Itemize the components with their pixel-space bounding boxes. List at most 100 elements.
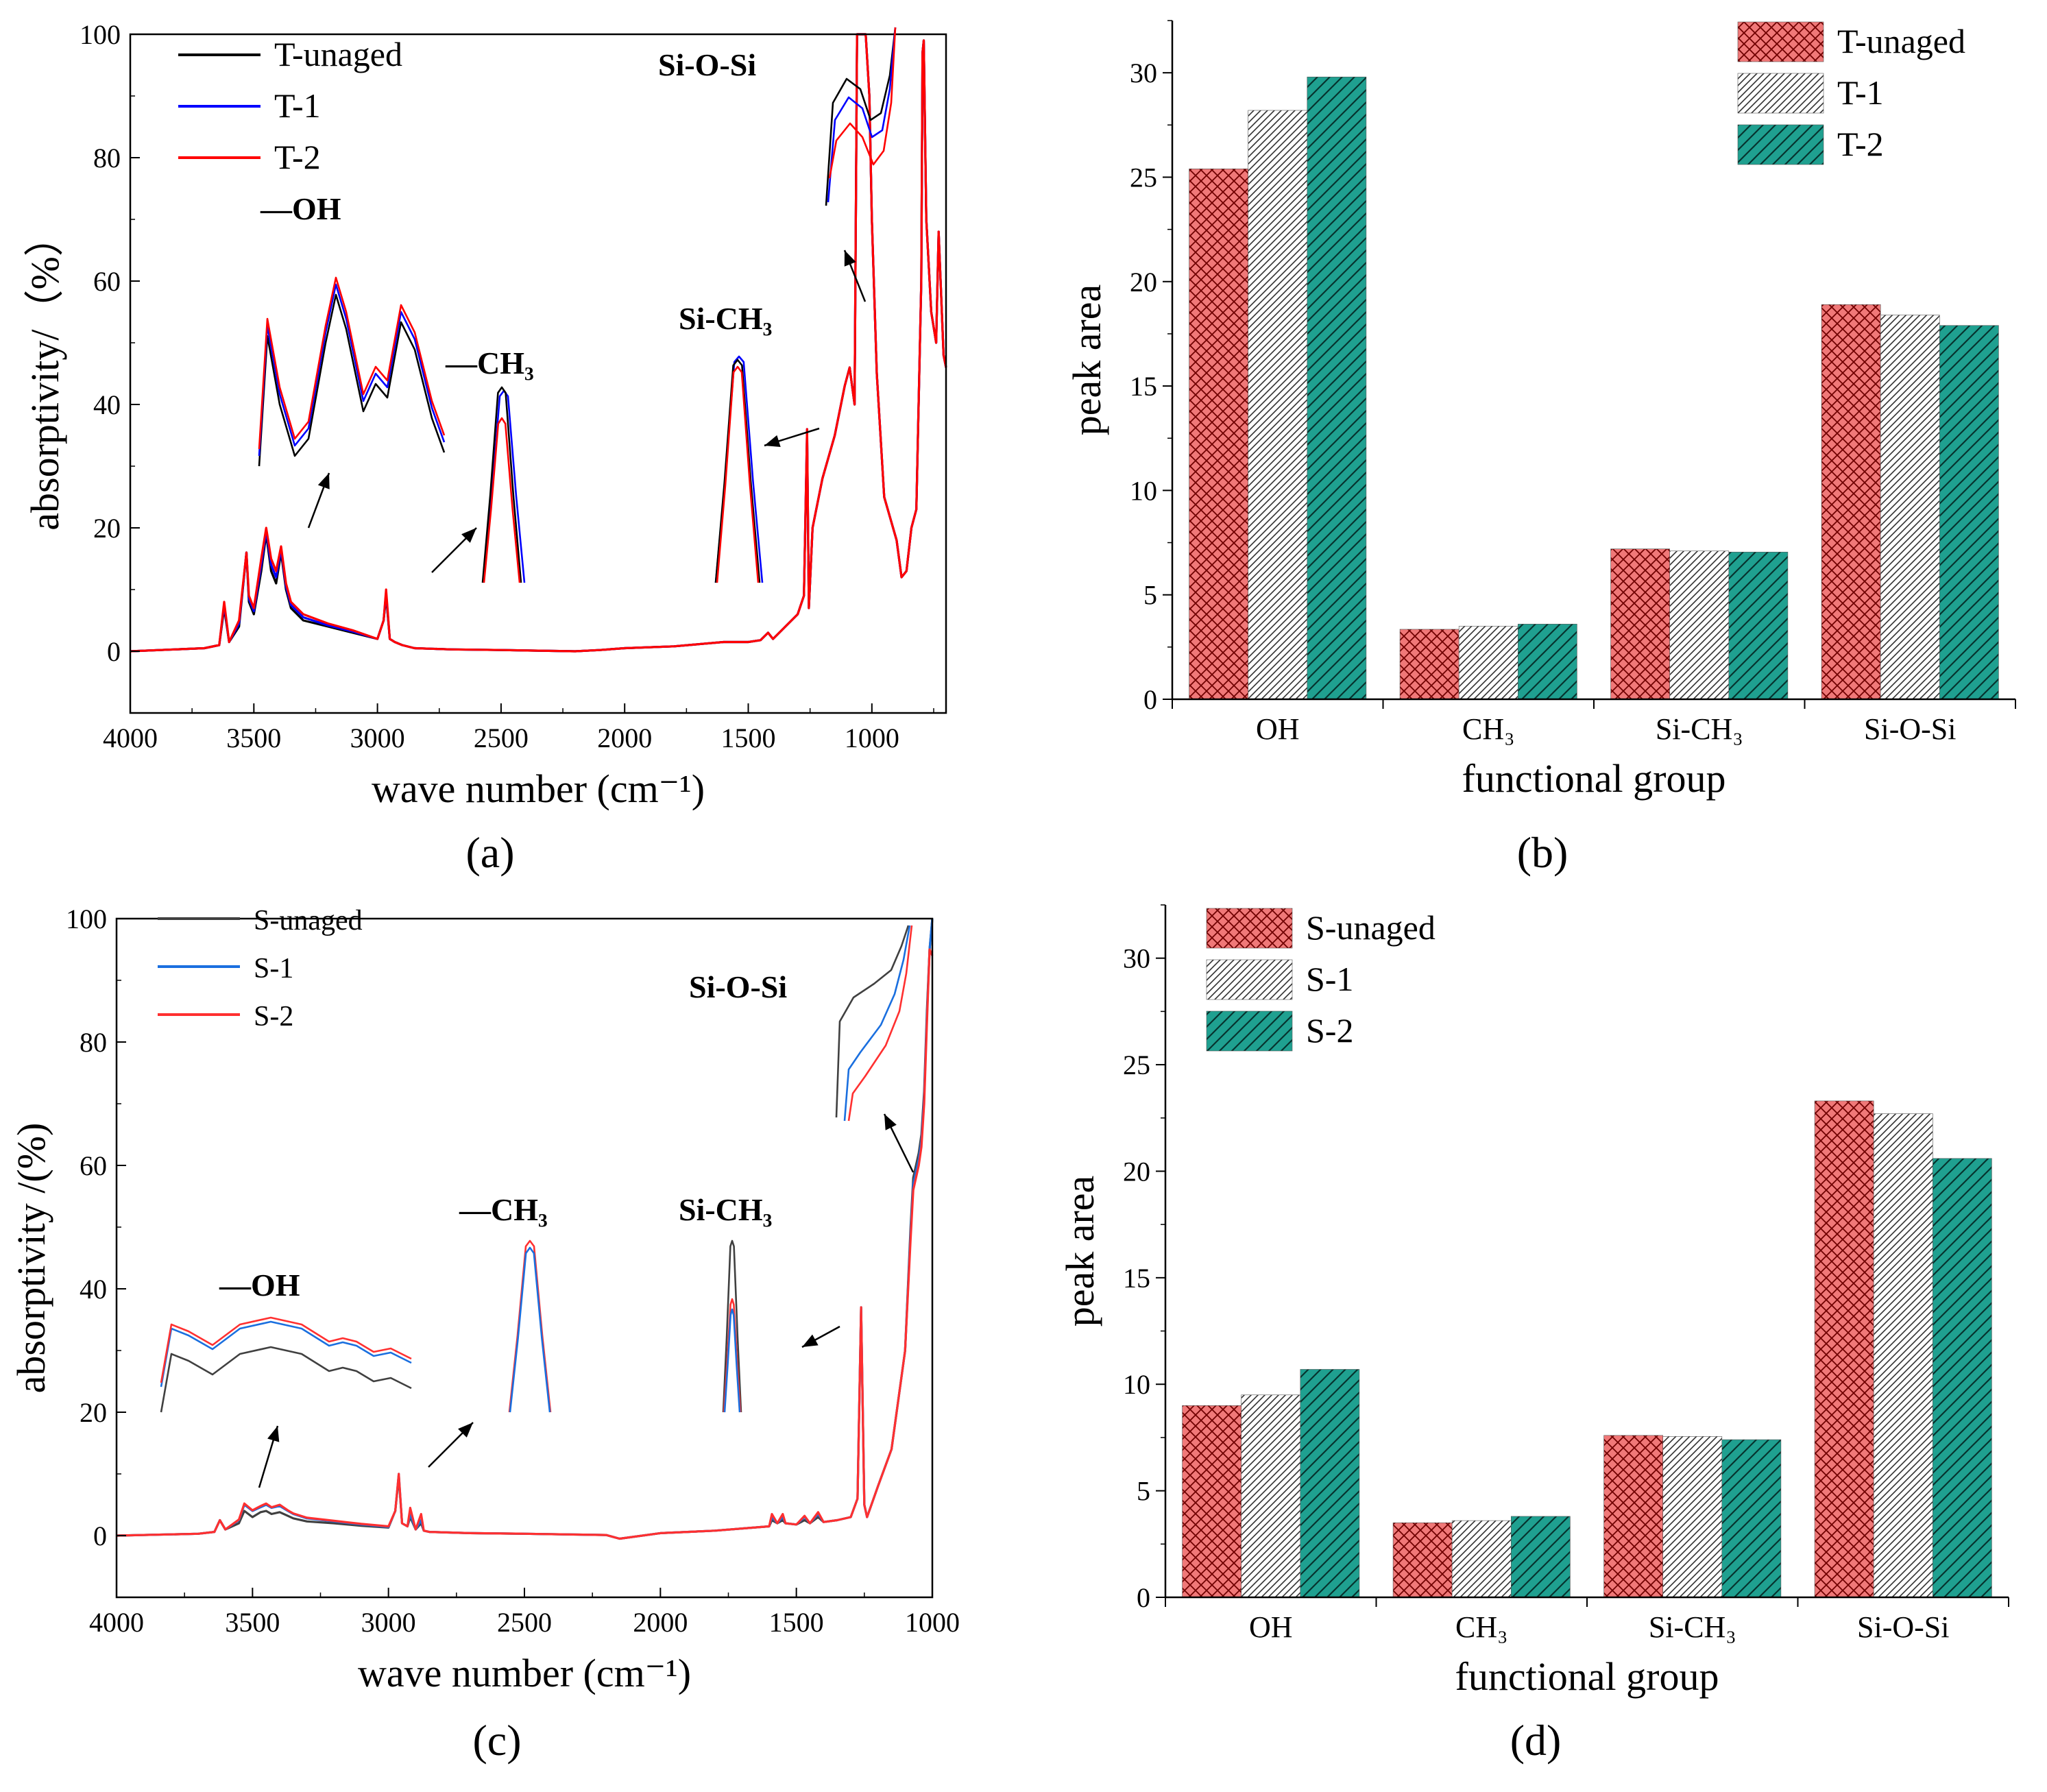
bar-T-1-2: [1669, 550, 1730, 700]
x-tick-label: 3500: [226, 723, 281, 753]
y-tick-label: 10: [1130, 475, 1157, 506]
category-label: Si-CH₃: [1656, 712, 1743, 746]
y-tick-label: 10: [1123, 1369, 1150, 1400]
siosi-inset-curve: [825, 27, 897, 206]
oh-inset-curve: [160, 1320, 412, 1388]
panel-label: (b): [1517, 828, 1568, 877]
bar-T-unaged-1: [1399, 629, 1459, 700]
annotation-siosi: Si-O-Si: [689, 969, 787, 1004]
legend-swatch-S-1: [1206, 959, 1293, 1000]
arrow-head: [317, 473, 330, 489]
y-tick-label: 0: [1143, 684, 1157, 715]
legend-label: T-2: [274, 138, 321, 176]
category-label: OH: [1256, 712, 1300, 746]
bar-T-unaged-0: [1189, 168, 1248, 700]
annotation-oh: —OH: [219, 1268, 300, 1303]
oh-inset-curve: [258, 293, 446, 467]
siosi-inset-curve: [828, 27, 897, 179]
legend-label: T-1: [274, 86, 321, 125]
y-tick-label: 30: [1123, 943, 1150, 974]
y-axis-title: absorptivity /(%): [9, 1123, 53, 1394]
y-tick-label: 5: [1143, 580, 1157, 611]
legend-swatch-S-unaged: [1206, 908, 1293, 949]
arrow-head: [884, 1114, 897, 1130]
bar-T-unaged-3: [1821, 304, 1881, 700]
legend-label: S-unaged: [254, 905, 363, 936]
category-label: Si-O-Si: [1857, 1610, 1949, 1644]
bar-S-1-2: [1662, 1436, 1723, 1598]
panel-label: (a): [465, 828, 514, 877]
y-tick-label: 20: [1130, 267, 1157, 298]
sich3-inset-curve: [716, 365, 760, 583]
legend-swatch-S-2: [1206, 1010, 1293, 1052]
bar-S-2-1: [1511, 1516, 1571, 1598]
bar-S-1-0: [1241, 1394, 1301, 1598]
annotation-ch3: —CH₃: [445, 346, 534, 380]
x-tick-label: 2000: [597, 723, 652, 753]
x-axis-title: wave number (cm⁻¹): [358, 1651, 691, 1695]
y-tick-label: 80: [93, 143, 121, 173]
oh-inset-curve: [160, 1346, 412, 1413]
y-tick-label: 100: [66, 904, 107, 934]
y-tick-label: 5: [1137, 1476, 1150, 1507]
panel-label: (c): [472, 1716, 521, 1765]
x-tick-label: 3000: [361, 1607, 416, 1638]
x-axis-title: wave number (cm⁻¹): [372, 766, 705, 811]
bar-S-unaged-1: [1392, 1522, 1453, 1598]
arrow-head: [267, 1426, 280, 1442]
siosi-inset-curve: [827, 27, 897, 203]
oh-inset-curve: [160, 1316, 412, 1383]
series-line-T-1: [130, 33, 947, 653]
annotation-sich3: Si-CH₃: [679, 301, 772, 336]
siosi-inset-curve: [835, 925, 910, 1118]
legend-label: S-2: [254, 1001, 293, 1032]
y-tick-label: 80: [80, 1027, 107, 1058]
series-line-S-unaged: [116, 918, 934, 1540]
arrow-head: [458, 1422, 473, 1438]
y-tick-label: 25: [1130, 162, 1157, 193]
bar-S-2-3: [1933, 1158, 1992, 1598]
y-tick-label: 15: [1130, 371, 1157, 402]
plot-frame: [129, 33, 947, 714]
annotation-ch3: —CH₃: [459, 1192, 548, 1227]
panel-b: OH CH₃ Si-CH₃ Si-O-Si 0 5 10 15 20 25 30 functional…: [1065, 20, 2016, 877]
bar-T-2-0: [1307, 76, 1367, 700]
y-tick-label: 60: [80, 1150, 107, 1181]
bar-S-unaged-2: [1603, 1435, 1664, 1598]
bar-T-unaged-2: [1610, 548, 1671, 700]
annotation-siosi: Si-O-Si: [658, 47, 756, 82]
arrow-head: [764, 435, 781, 448]
oh-inset-curve: [258, 276, 446, 450]
legend-label: T-unaged: [274, 35, 402, 73]
y-tick-label: 30: [1130, 58, 1157, 88]
x-tick-label: 1500: [769, 1607, 824, 1638]
y-tick-label: 20: [80, 1397, 107, 1428]
bar-T-1-3: [1880, 315, 1940, 700]
ch3-inset-curve: [508, 1239, 552, 1413]
bar-T-1-0: [1248, 110, 1308, 700]
oh-inset-curve: [258, 283, 446, 457]
y-tick-label: 0: [93, 1521, 107, 1551]
ch3-inset-curve: [481, 386, 522, 583]
panel-d: OH CH₃ Si-CH₃ Si-O-Si 0 5 10 15 20 25 30 functional…: [1058, 904, 2009, 1765]
ch3-inset-curve: [509, 1246, 551, 1413]
sich3-inset-curve: [714, 359, 761, 583]
sich3-inset-curve: [722, 1239, 742, 1413]
siosi-inset-curve: [843, 925, 911, 1122]
arrow-head: [461, 528, 476, 543]
bar-T-2-1: [1518, 624, 1577, 700]
legend-swatch-T-2: [1737, 124, 1824, 165]
x-tick-label: 2500: [497, 1607, 552, 1638]
y-tick-label: 25: [1123, 1050, 1150, 1080]
legend-label: T-1: [1837, 73, 1884, 112]
bar-S-2-2: [1721, 1439, 1782, 1598]
category-label: Si-O-Si: [1864, 712, 1956, 746]
series-line-S-1: [116, 918, 934, 1540]
series-line-T-2: [130, 33, 947, 653]
x-axis-title: functional group: [1455, 1654, 1719, 1699]
x-tick-label: 1500: [721, 723, 776, 753]
x-tick-label: 4000: [89, 1607, 144, 1638]
x-tick-label: 2000: [633, 1607, 688, 1638]
y-axis-title: peak area: [1065, 284, 1109, 436]
